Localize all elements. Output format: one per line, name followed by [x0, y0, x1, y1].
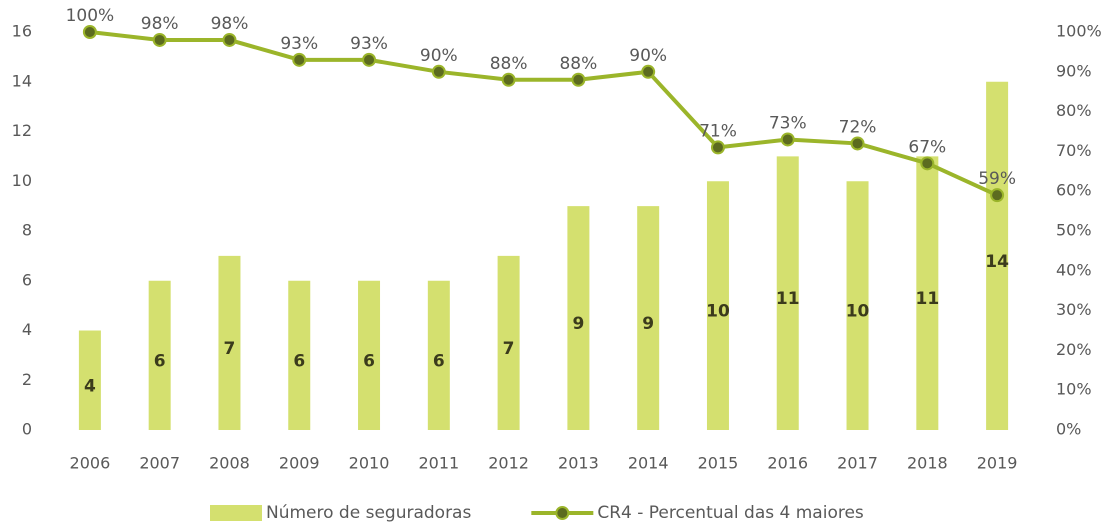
- x-tick-label: 2015: [698, 454, 739, 473]
- bar-label: 6: [293, 351, 305, 371]
- legend-swatch: [210, 505, 262, 521]
- line-marker: [292, 52, 307, 67]
- line-label: 93%: [350, 34, 388, 54]
- line-marker: [501, 72, 516, 87]
- bar-label: 9: [572, 314, 584, 334]
- y-tick-label: 12: [12, 121, 32, 140]
- bar-label: 9: [642, 314, 654, 334]
- y-tick-label: 10: [12, 171, 32, 190]
- bar: [288, 280, 311, 430]
- x-tick-label: 2016: [767, 454, 808, 473]
- line-label: 72%: [839, 117, 877, 137]
- line-label: 93%: [280, 34, 318, 54]
- x-tick-label: 2009: [279, 454, 320, 473]
- line-marker: [152, 32, 167, 47]
- bar-label: 11: [915, 289, 939, 309]
- y-tick-label: 0: [22, 420, 32, 439]
- line-label: 59%: [978, 169, 1016, 189]
- line-marker: [920, 156, 935, 171]
- x-tick-label: 2013: [558, 454, 599, 473]
- y2-tick-label: 40%: [1056, 260, 1092, 279]
- y2-tick-label: 50%: [1056, 221, 1092, 240]
- x-tick-label: 2012: [488, 454, 529, 473]
- x-tick-label: 2017: [837, 454, 878, 473]
- x-tick-label: 2006: [70, 454, 111, 473]
- line: [89, 30, 998, 197]
- y2-tick-label: 20%: [1056, 340, 1092, 359]
- line-marker: [641, 64, 656, 79]
- bar: [218, 255, 241, 430]
- bar: [846, 181, 869, 430]
- y-tick-label: 8: [22, 221, 32, 240]
- bar: [567, 206, 590, 430]
- bar: [637, 206, 660, 430]
- line-label: 90%: [629, 46, 667, 66]
- bar-label: 11: [776, 289, 800, 309]
- y-tick-label: 2: [22, 370, 32, 389]
- line-label: 88%: [490, 54, 528, 74]
- y2-tick-label: 60%: [1056, 181, 1092, 200]
- y2-tick-label: 80%: [1056, 101, 1092, 120]
- y2-tick-label: 100%: [1056, 22, 1102, 41]
- line-marker: [431, 64, 446, 79]
- bar-label: 6: [433, 351, 445, 371]
- line-marker: [362, 52, 377, 67]
- x-tick-label: 2014: [628, 454, 669, 473]
- line-marker: [780, 132, 795, 147]
- bar: [78, 330, 101, 430]
- y2-tick-label: 90%: [1056, 61, 1092, 80]
- legend-label: CR4 - Percentual das 4 maiores: [597, 503, 864, 523]
- bar: [776, 156, 799, 430]
- x-tick-label: 2008: [209, 454, 250, 473]
- bar-label: 7: [224, 339, 236, 359]
- bar: [706, 181, 729, 430]
- bar: [497, 255, 520, 430]
- bar: [916, 156, 939, 430]
- y-tick-label: 16: [12, 22, 32, 41]
- y2-tick-label: 30%: [1056, 300, 1092, 319]
- legend-label: Número de seguradoras: [266, 503, 471, 523]
- line-marker: [850, 136, 865, 151]
- line-marker: [82, 25, 97, 39]
- bar: [358, 280, 381, 430]
- bar-label: 4: [84, 376, 96, 396]
- line-label: 71%: [699, 121, 737, 141]
- line-marker: [710, 140, 725, 155]
- bar-label: 10: [706, 302, 730, 322]
- bar-label: 6: [154, 351, 166, 371]
- y-tick-label: 4: [22, 320, 32, 339]
- bar-label: 14: [985, 252, 1009, 272]
- bar-label: 7: [503, 339, 515, 359]
- x-tick-label: 2011: [418, 454, 459, 473]
- line-label: 73%: [769, 113, 807, 133]
- line-label: 98%: [211, 14, 249, 34]
- y2-tick-label: 70%: [1056, 141, 1092, 160]
- x-tick-label: 2010: [349, 454, 390, 473]
- line-label: 100%: [66, 6, 115, 26]
- line-marker: [222, 32, 237, 47]
- line-label: 67%: [908, 137, 946, 157]
- bar: [986, 81, 1009, 430]
- y2-tick-label: 0%: [1056, 420, 1081, 439]
- y-tick-label: 6: [22, 270, 32, 289]
- x-tick-label: 2019: [977, 454, 1018, 473]
- bar-label: 6: [363, 351, 375, 371]
- y-tick-label: 14: [12, 71, 32, 90]
- x-tick-label: 2007: [139, 454, 180, 473]
- x-tick-label: 2018: [907, 454, 948, 473]
- line-label: 98%: [141, 14, 179, 34]
- line-label: 90%: [420, 46, 458, 66]
- line-marker: [571, 72, 586, 87]
- y2-tick-label: 10%: [1056, 380, 1092, 399]
- bar-label: 10: [846, 302, 870, 322]
- line-label: 88%: [559, 54, 597, 74]
- bar: [427, 280, 450, 430]
- bar: [148, 280, 171, 430]
- legend-marker: [555, 506, 570, 520]
- line-marker: [990, 188, 1005, 203]
